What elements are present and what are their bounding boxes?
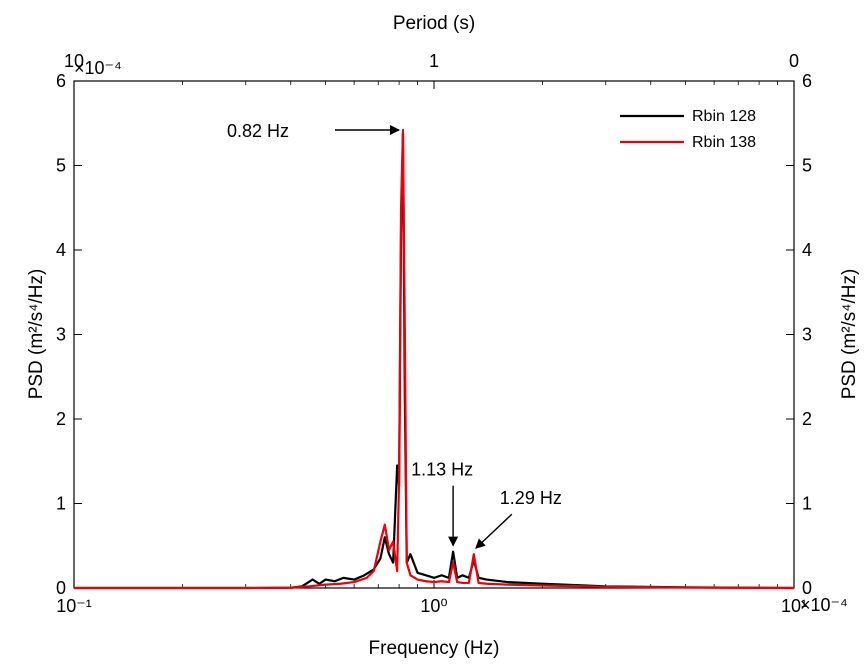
y-tick-label: 1 [56,494,66,514]
y-tick-label-right: 3 [802,325,812,345]
legend-label-rbin-128: Rbin 128 [692,108,756,125]
x-tick-label: 10⁰ [420,596,447,616]
x-tick-label: 10¹ [781,596,807,616]
y-tick-label: 0 [56,578,66,598]
y-tick-label-right: 2 [802,409,812,429]
x-axis-label: Frequency (Hz) [369,638,500,659]
y-axis-label-right: PSD (m²/s⁴/Hz) [839,269,860,400]
series-line-2 [74,128,795,590]
x2-tick-label: 10 [64,51,84,71]
annotation-label: 1.13 Hz [411,460,473,480]
annotation-label: 0.82 Hz [227,121,289,141]
x-tick-label: 10⁻¹ [56,596,92,616]
y-tick-label-right: 4 [802,240,812,260]
y-axis-label: PSD (m²/s⁴/Hz) [26,269,47,400]
annotations: 0.82 Hz 1.13 Hz 1.29 Hz [227,121,562,549]
annotation-arrow [475,513,513,549]
y-tick-label-right: 1 [802,494,812,514]
legend-label-rbin-138: Rbin 138 [692,134,756,151]
x2-axis-label: Period (s) [393,13,475,34]
y-tick-label: 5 [56,156,66,176]
y-tick-label-right: 5 [802,156,812,176]
y-tick-label: 2 [56,409,66,429]
y-tick-label-right: 0 [802,578,812,598]
x2-tick-label: 0 [789,51,799,71]
y-tick-label: 6 [56,71,66,91]
legend: Rbin 128 Rbin 138 [620,108,756,151]
x2-tick-label: 1 [429,51,439,71]
annotation-label: 1.29 Hz [500,488,562,508]
y-tick-label-right: 6 [802,71,812,91]
axis-ticks [73,80,795,589]
y-tick-label: 3 [56,325,66,345]
y-multiplier-label: ×10⁻⁴ [74,58,122,78]
plot-area [73,80,795,589]
x-multiplier-label: ×10⁻⁴ [800,595,848,615]
series-lines [74,128,795,590]
y-tick-label: 4 [56,240,66,260]
